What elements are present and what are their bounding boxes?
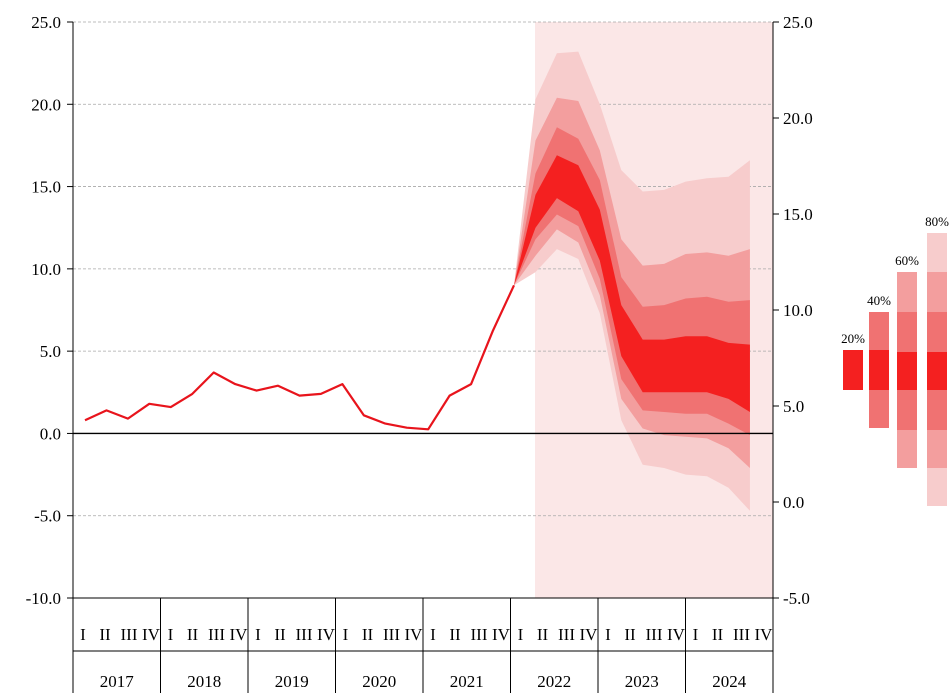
legend-label: 20% <box>841 331 865 346</box>
right-tick-label: 25.0 <box>783 13 813 32</box>
quarter-label: I <box>80 625 86 644</box>
quarter-label: I <box>605 625 611 644</box>
left-tick-label: 20.0 <box>31 95 61 114</box>
legend-swatch-40pct <box>897 390 917 430</box>
quarter-label: III <box>121 625 138 644</box>
left-tick-label: 10.0 <box>31 260 61 279</box>
quarter-label: III <box>471 625 488 644</box>
quarter-label: III <box>296 625 313 644</box>
legend-label: 80% <box>925 214 949 229</box>
quarter-label: II <box>362 625 374 644</box>
quarter-label: IV <box>667 625 686 644</box>
year-label: 2023 <box>625 672 659 691</box>
legend-swatch-80pct <box>927 468 947 506</box>
quarter-label: II <box>449 625 461 644</box>
quarter-label: III <box>208 625 225 644</box>
quarter-label: III <box>383 625 400 644</box>
legend-label: 40% <box>867 293 891 308</box>
legend-swatch-40pct <box>897 312 917 352</box>
quarter-label: IV <box>492 625 511 644</box>
quarter-label: IV <box>580 625 599 644</box>
quarter-label: IV <box>230 625 249 644</box>
quarter-label: III <box>558 625 575 644</box>
quarter-label: III <box>646 625 663 644</box>
legend-swatch-20pct <box>927 352 947 390</box>
legend-swatch-20pct <box>869 350 889 390</box>
legend-swatch-60pct <box>897 272 917 312</box>
legend-label: 60% <box>895 253 919 268</box>
legend-swatch-60pct <box>927 430 947 468</box>
quarter-label: IV <box>142 625 161 644</box>
right-tick-label: 20.0 <box>783 109 813 128</box>
legend-swatch-80pct <box>927 233 947 272</box>
left-tick-label: 0.0 <box>40 424 61 443</box>
year-label: 2017 <box>100 672 135 691</box>
left-tick-label: 15.0 <box>31 178 61 197</box>
right-tick-label: -5.0 <box>783 589 810 608</box>
left-y-axis-ticks: -10.0 -5.0 0.0 5.0 10.0 15.0 20.0 25.0 <box>26 13 73 608</box>
left-tick-label: 5.0 <box>40 342 61 361</box>
right-tick-label: 0.0 <box>783 493 804 512</box>
history-series-line <box>84 284 515 431</box>
quarter-label: I <box>255 625 261 644</box>
quarter-label: II <box>187 625 199 644</box>
legend-swatch-40pct <box>869 312 889 350</box>
legend-swatch-40pct <box>869 390 889 428</box>
fan-legend: 20% 40% 60% 80% <box>841 214 949 506</box>
legend-swatch-20pct <box>843 350 863 390</box>
legend-swatch-20pct <box>897 352 917 390</box>
quarter-label: IV <box>755 625 774 644</box>
legend-swatch-60pct <box>927 272 947 312</box>
legend-swatch-60pct <box>897 430 917 468</box>
right-tick-label: 5.0 <box>783 397 804 416</box>
year-label: 2020 <box>362 672 396 691</box>
axes <box>72 22 774 693</box>
band-20 <box>514 155 750 413</box>
legend-swatch-40pct <box>927 312 947 352</box>
left-tick-label: -10.0 <box>26 589 61 608</box>
quarter-label: IV <box>317 625 336 644</box>
quarter-label: II <box>274 625 286 644</box>
year-label: 2022 <box>537 672 571 691</box>
history-line <box>84 284 515 431</box>
quarter-label: I <box>518 625 524 644</box>
right-y-axis-ticks: -5.0 0.0 5.0 10.0 15.0 20.0 25.0 <box>773 13 813 608</box>
left-tick-label: 25.0 <box>31 13 61 32</box>
quarter-label: III <box>733 625 750 644</box>
quarter-label: I <box>430 625 436 644</box>
quarter-label: II <box>99 625 111 644</box>
legend-swatch-40pct <box>927 390 947 430</box>
quarter-label: I <box>168 625 174 644</box>
quarter-label: II <box>712 625 724 644</box>
right-tick-label: 15.0 <box>783 205 813 224</box>
fan-bands <box>514 51 750 511</box>
quarter-label: II <box>624 625 636 644</box>
year-label: 2019 <box>275 672 309 691</box>
right-tick-label: 10.0 <box>783 301 813 320</box>
quarter-label: I <box>343 625 349 644</box>
quarter-label: I <box>693 625 699 644</box>
year-label: 2021 <box>450 672 484 691</box>
quarter-label: II <box>537 625 549 644</box>
left-tick-label: -5.0 <box>34 507 61 526</box>
quarter-label: IV <box>405 625 424 644</box>
year-label: 2018 <box>187 672 221 691</box>
year-label: 2024 <box>712 672 747 691</box>
